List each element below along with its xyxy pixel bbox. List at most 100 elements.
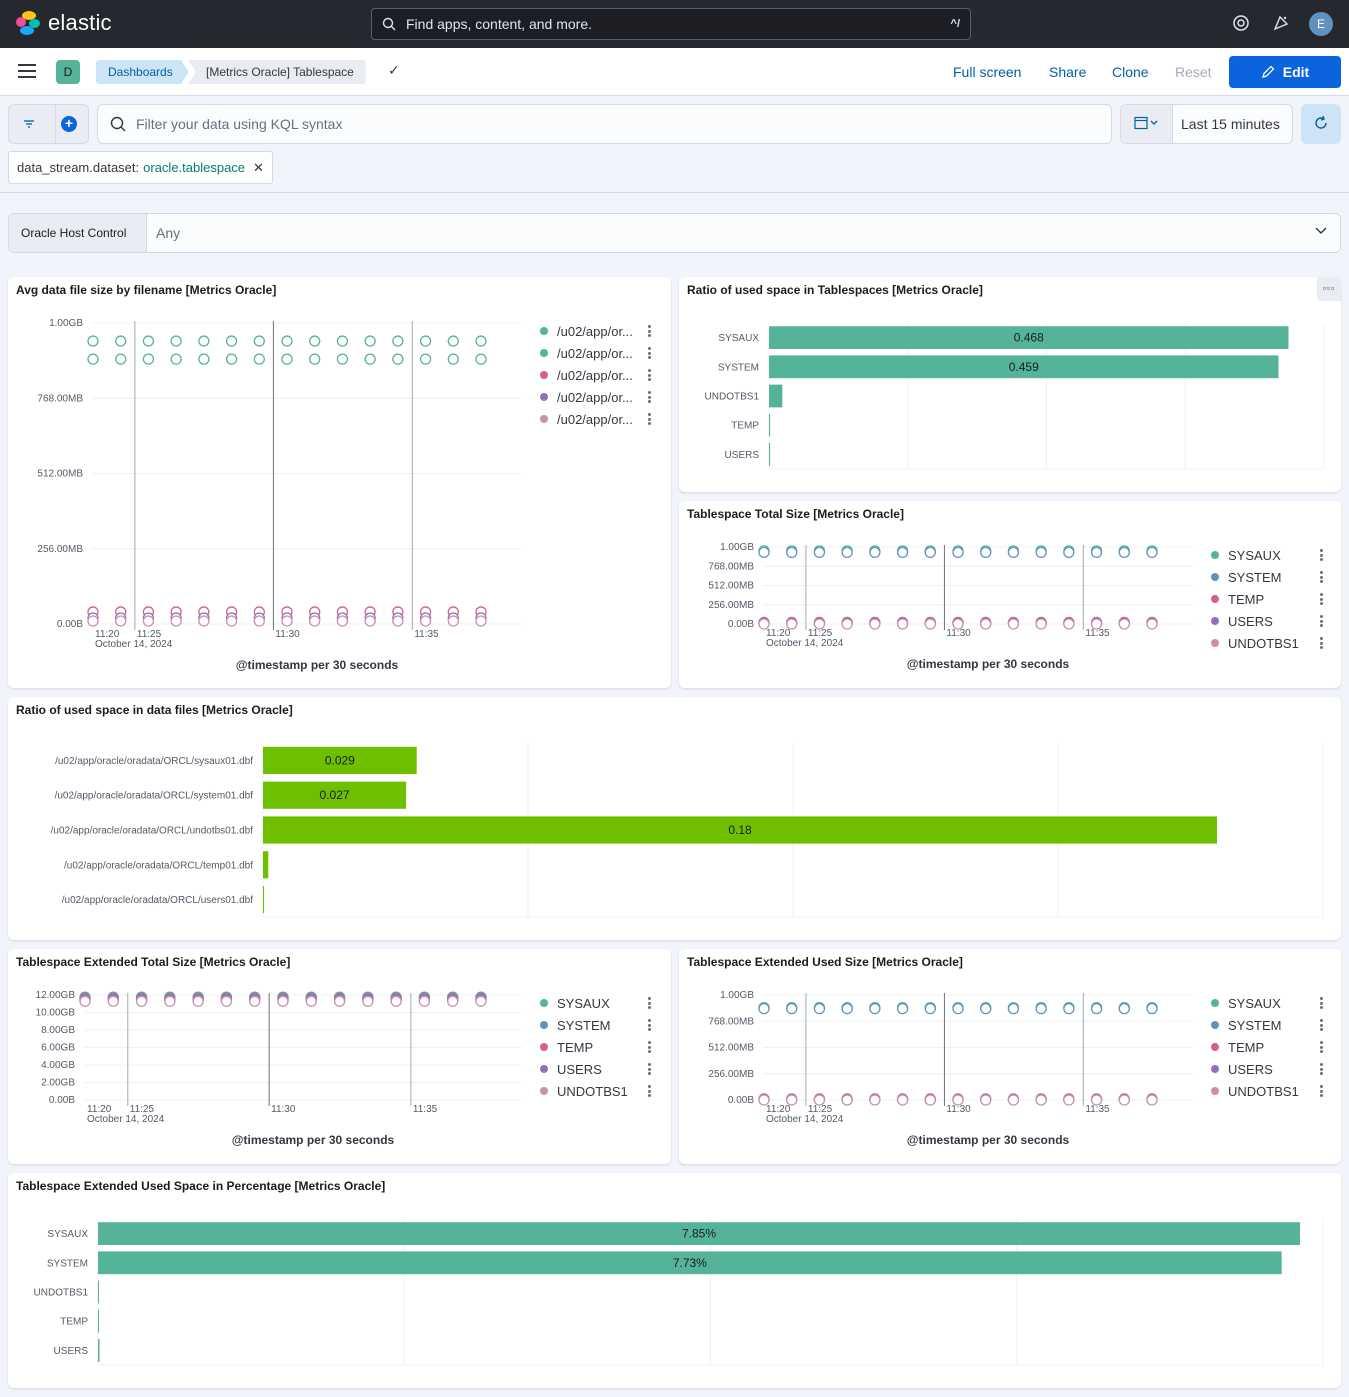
y-tick-label: 768.00MB [708,1016,754,1027]
elastic-logo[interactable]: elastic [16,10,112,36]
data-point [87,335,99,347]
legend-actions-icon[interactable] [648,1019,651,1033]
legend-item[interactable]: TEMP [540,1036,651,1058]
scatter-chart[interactable]: 0.00B 256.00MB 512.00MB 768.00MB 1.00GB 11:20… [8,277,671,688]
bar [98,1280,99,1304]
bar-chart[interactable]: SYSAUX 7.85% SYSTEM 7.73% UNDOTBS1 TEMP USERS [8,1173,1341,1388]
scatter-chart[interactable]: 0.00B 256.00MB 512.00MB 768.00MB 1.00GB 11:20… [679,949,1341,1164]
clone-button[interactable]: Clone [1112,64,1149,80]
data-point [841,1094,853,1106]
kql-query-input[interactable]: Filter your data using KQL syntax [97,104,1112,144]
close-icon[interactable]: ✕ [253,159,264,175]
data-point [980,546,992,559]
legend-actions-icon[interactable] [648,1063,651,1077]
check-icon[interactable]: ✓ [388,62,400,78]
legend-item[interactable]: USERS [1211,610,1323,632]
filter-pill[interactable]: data_stream.dataset: oracle.tablespace ✕ [8,151,273,184]
legend-item[interactable]: /u02/app/or... [540,342,651,364]
legend-item[interactable]: SYSAUX [1211,992,1323,1014]
legend-item[interactable]: UNDOTBS1 [540,1080,651,1102]
data-point [447,353,459,365]
share-button[interactable]: Share [1049,64,1087,80]
legend-actions-icon[interactable] [1320,1063,1323,1077]
scatter-chart[interactable]: 0.00B 2.00GB 4.00GB 6.00GB 8.00GB 10.00GB 12.0… [8,949,671,1164]
menu-toggle-icon[interactable] [18,64,36,78]
oracle-host-control[interactable]: Oracle Host Control Any [8,213,1341,253]
legend-item[interactable]: USERS [540,1058,651,1080]
legend-item[interactable]: SYSTEM [540,1014,651,1036]
legend-item[interactable]: SYSAUX [1211,544,1323,566]
data-point [1090,1003,1103,1015]
newsfeed-icon[interactable] [1271,14,1291,34]
legend-actions-icon[interactable] [648,1041,651,1055]
control-value[interactable]: Any [156,225,181,241]
legend-label: USERS [1228,613,1273,629]
space-avatar[interactable]: D [56,60,80,84]
legend-item[interactable]: TEMP [1211,1036,1323,1058]
data-point [336,353,349,365]
legend-actions-icon[interactable] [1320,1019,1323,1033]
legend-item[interactable]: /u02/app/or... [540,408,651,430]
data-point [362,995,374,1007]
data-point [115,335,127,347]
x-tick-label: 11:25 [130,1104,155,1115]
reset-button[interactable]: Reset [1175,64,1212,80]
legend-item[interactable]: SYSTEM [1211,566,1323,588]
legend-actions-icon[interactable] [1320,615,1323,629]
y-tick-label: 256.00MB [37,544,83,555]
legend-actions-icon[interactable] [1320,1085,1323,1099]
legend-actions-icon[interactable] [648,997,651,1011]
data-point [142,353,155,365]
time-picker[interactable]: Last 15 minutes [1120,104,1293,144]
legend-item[interactable]: SYSAUX [540,992,651,1014]
legend-item[interactable]: /u02/app/or... [540,320,651,342]
bar-chart[interactable]: /u02/app/oracle/oradata/ORCL/sysaux01.db… [8,697,1341,940]
legend-label: SYSAUX [1228,995,1281,1011]
chevron-down-icon[interactable] [1314,223,1328,240]
breadcrumb-dashboards[interactable]: Dashboards [96,60,189,84]
legend-actions-icon[interactable] [1320,637,1323,651]
legend-actions-icon[interactable] [648,413,651,427]
legend-actions-icon[interactable] [1320,593,1323,607]
legend-actions-icon[interactable] [648,325,651,339]
legend-item[interactable]: UNDOTBS1 [1211,632,1323,654]
global-search-input[interactable]: Find apps, content, and more. [406,16,592,32]
legend-actions-icon[interactable] [1320,997,1323,1011]
data-point [841,618,853,630]
panel-options-icon[interactable]: ▫▫▫ [1317,277,1341,301]
data-point [392,615,404,627]
legend-actions-icon[interactable] [648,347,651,361]
bar [98,1222,1301,1245]
full-screen-button[interactable]: Full screen [953,64,1022,80]
legend-label: USERS [557,1061,602,1077]
edit-button[interactable]: Edit [1229,56,1341,88]
legend-item[interactable]: UNDOTBS1 [1211,1080,1323,1102]
legend-item[interactable]: SYSTEM [1211,1014,1323,1036]
bar-chart[interactable]: SYSAUX 0.468 SYSTEM 0.459 UNDOTBS1 TEMP USERS [679,277,1341,492]
legend-item[interactable]: TEMP [1211,588,1323,610]
scatter-chart[interactable]: 0.00B 256.00MB 512.00MB 768.00MB 1.00GB 11:20… [679,501,1341,688]
help-icon[interactable] [1231,14,1251,34]
time-range-label[interactable]: Last 15 minutes [1181,116,1280,132]
global-search[interactable]: Find apps, content, and more. ^/ [371,8,971,40]
refresh-icon[interactable] [1301,104,1341,144]
add-filter-icon[interactable]: + [61,116,77,132]
legend-label: TEMP [557,1039,594,1055]
panel-ratio-data-files: Ratio of used space in data files [Metri… [8,697,1341,940]
user-avatar[interactable]: E [1309,12,1333,36]
legend-actions-icon[interactable] [648,1085,651,1099]
legend-swatch [540,415,548,423]
legend-actions-icon[interactable] [1320,549,1323,563]
data-point [813,618,826,630]
data-point [164,995,176,1007]
legend-actions-icon[interactable] [648,391,651,405]
legend-actions-icon[interactable] [648,369,651,383]
legend-actions-icon[interactable] [1320,1041,1323,1055]
filter-options-icon[interactable] [21,117,37,133]
legend-item[interactable]: USERS [1211,1058,1323,1080]
legend-actions-icon[interactable] [1320,571,1323,585]
legend-item[interactable]: /u02/app/or... [540,386,651,408]
data-point [1146,1094,1158,1106]
calendar-icon[interactable] [1121,105,1173,143]
legend-item[interactable]: /u02/app/or... [540,364,651,386]
